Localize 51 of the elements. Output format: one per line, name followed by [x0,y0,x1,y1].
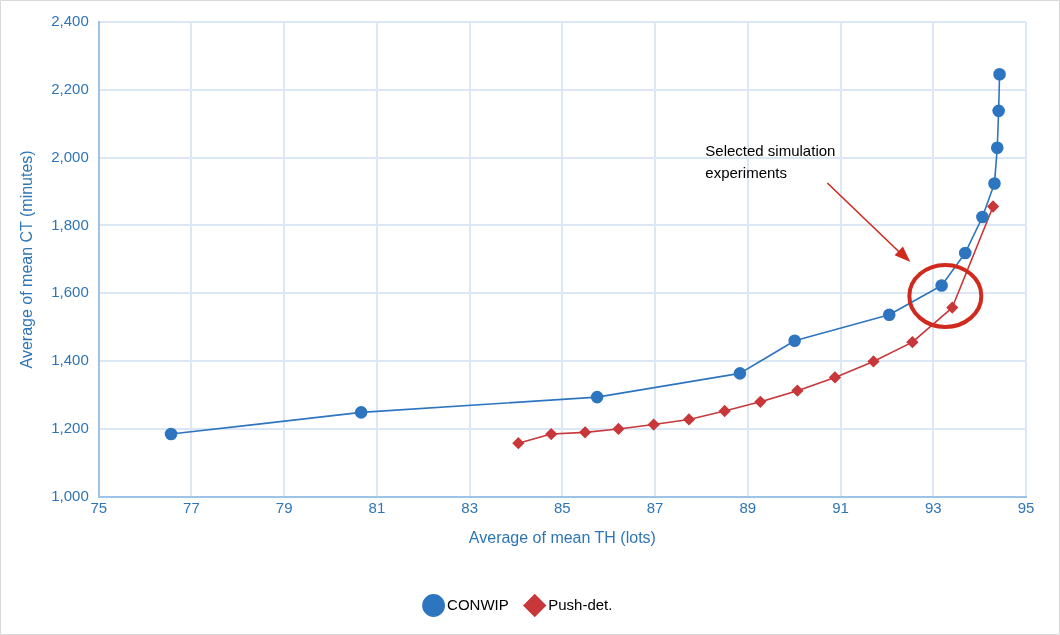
x-tick-label: 77 [183,498,200,516]
x-tick-label: 91 [832,498,849,516]
point [935,279,948,292]
point [906,336,919,348]
x-tick-label: 95 [1017,498,1035,516]
y-tick-label: 1,200 [51,419,89,437]
point [590,390,604,404]
legend-label: Push-det. [548,595,613,613]
point [988,177,1001,190]
y-tick-label: 1,600 [51,283,89,301]
point [683,413,695,426]
point [612,423,625,435]
point [164,427,178,441]
point [354,406,368,419]
x-axis-title: Average of mean TH (lots) [468,528,656,546]
point [788,334,801,348]
point [987,200,999,213]
x-tick-label: 89 [739,498,757,516]
point [829,371,841,384]
point [718,405,731,417]
x-tick-label: 83 [461,498,478,516]
x-tick-label: 87 [646,498,664,516]
point [512,437,525,450]
legend-label: CONWIP [447,595,509,613]
point [579,426,591,439]
point [754,396,767,408]
point [791,384,804,397]
y-tick-label: 2,400 [51,12,89,30]
x-tick-label: 93 [924,498,942,516]
y-axis-title: Average of mean CT (minutes) [18,150,36,369]
y-tick-label: 1,800 [51,215,89,233]
x-tick-label: 81 [368,498,386,516]
point [958,246,972,260]
point [733,367,747,380]
y-tick-label: 2,200 [51,79,89,97]
x-tick-label: 85 [554,498,571,516]
point [882,308,896,321]
point [545,428,558,440]
y-tick-label: 2,000 [51,147,89,165]
x-tick-label: 75 [90,498,108,516]
point [647,418,660,431]
annotation: Selected simulation experiments [705,141,836,181]
point [946,301,959,314]
point [993,67,1006,81]
y-tick-label: 1,000 [51,486,89,504]
point [867,355,880,368]
y-tick-label: 1,400 [51,351,89,369]
x-tick-label: 79 [275,498,293,516]
point [990,141,1004,155]
point [992,104,1005,118]
point [976,210,989,224]
